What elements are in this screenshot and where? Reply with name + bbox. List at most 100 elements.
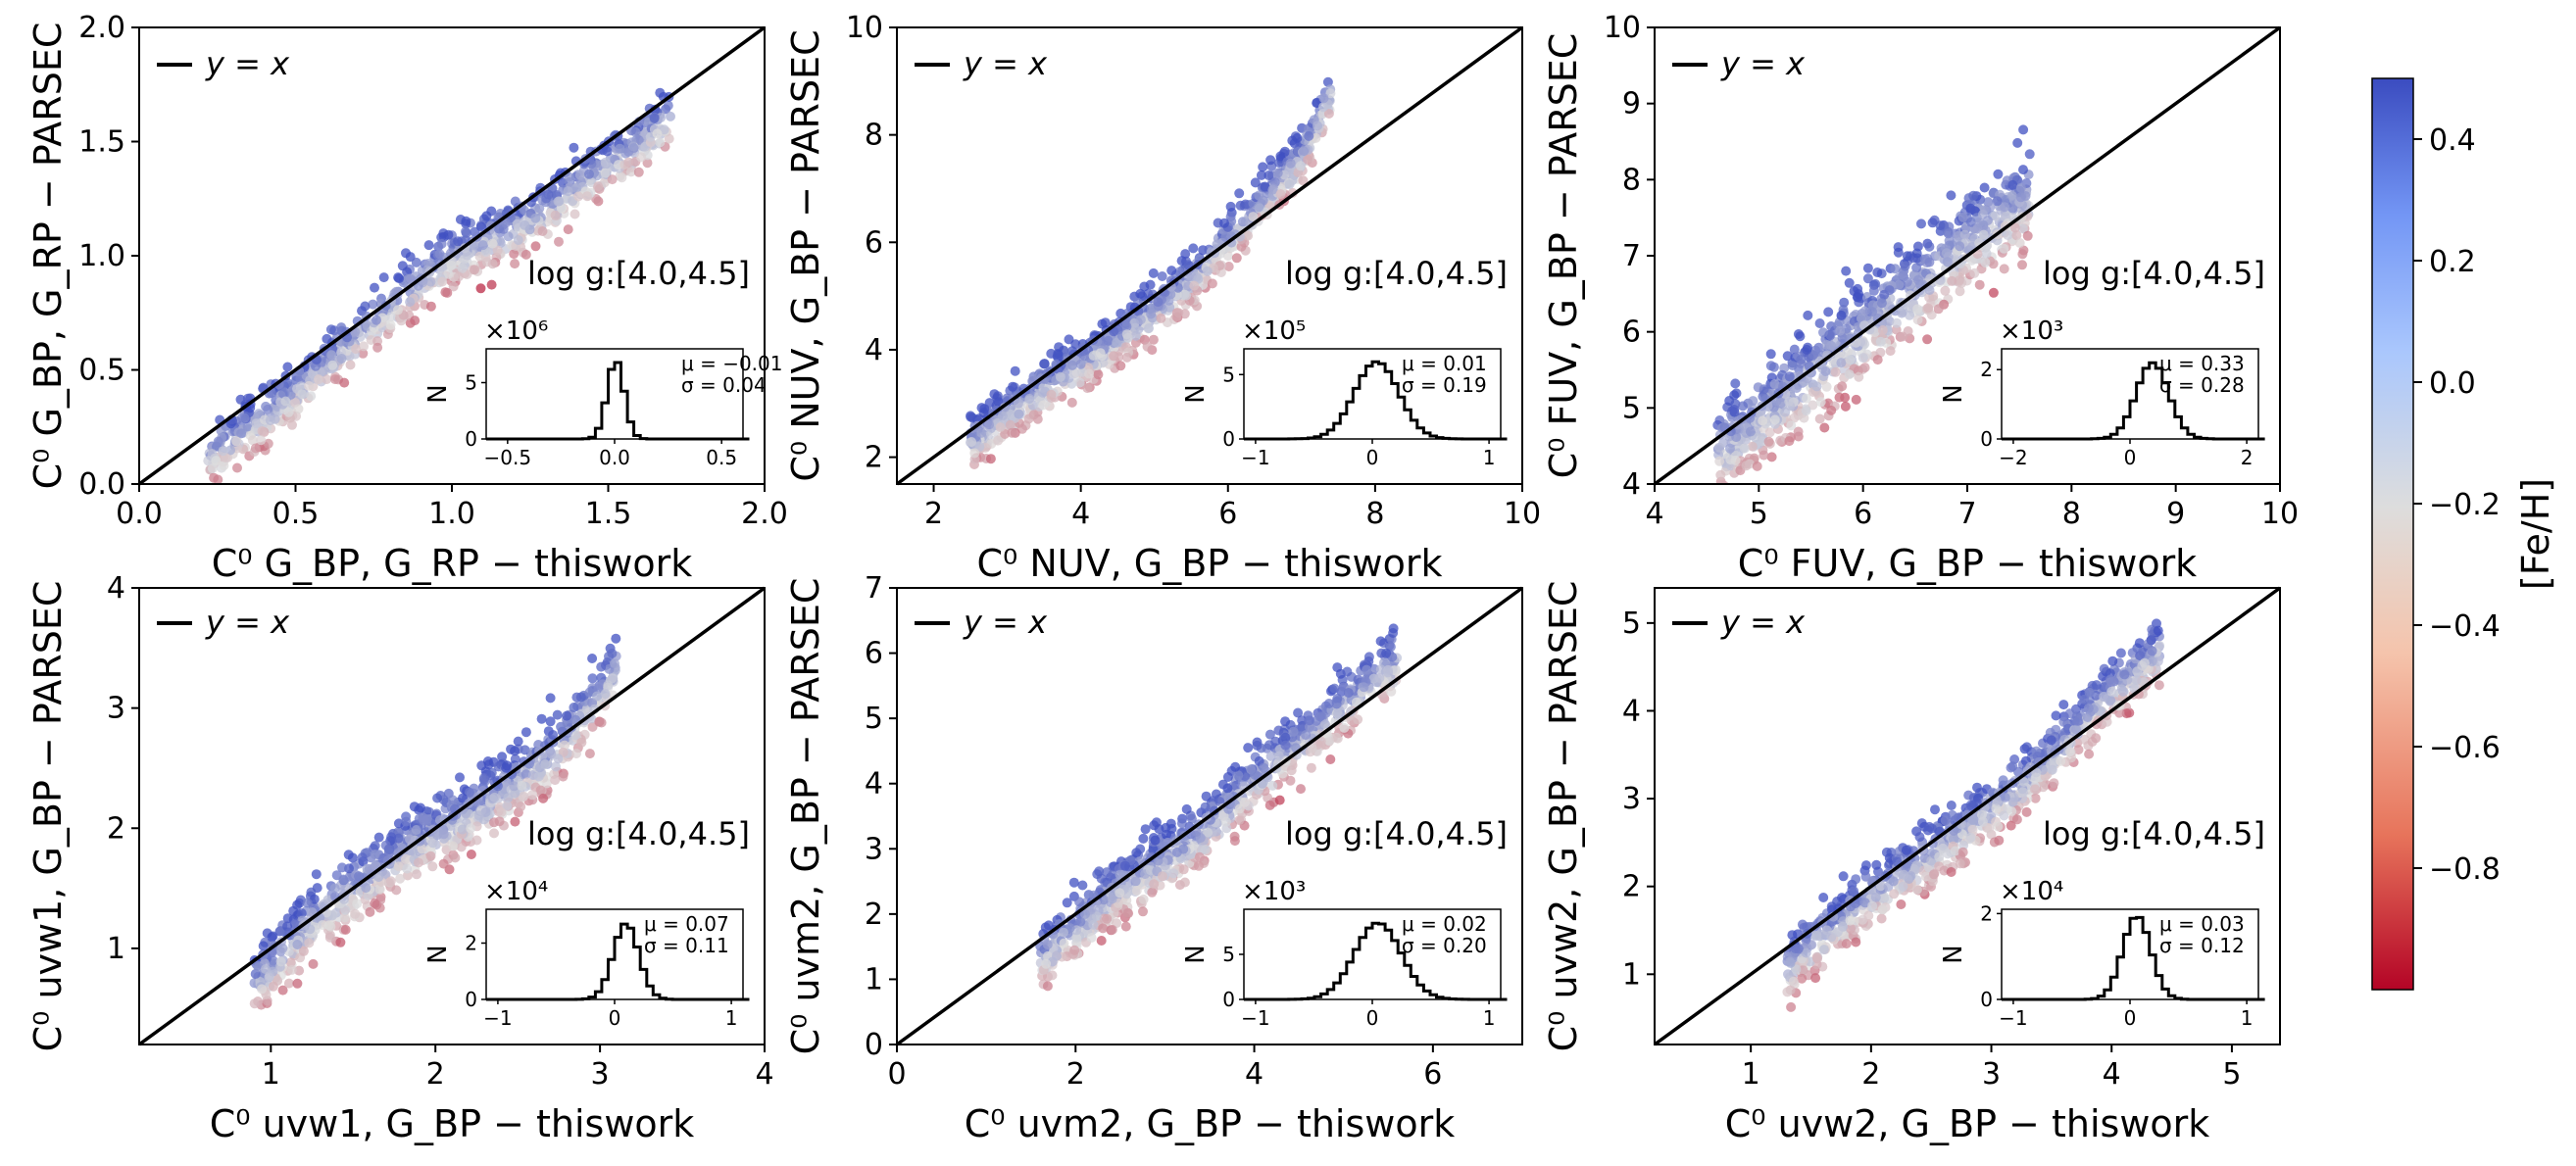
data-point [1138,833,1149,844]
data-point [1841,266,1852,276]
data-point [1714,456,1725,466]
data-point [357,852,368,863]
data-point [1203,827,1214,838]
data-point [268,981,278,992]
data-point [1098,923,1109,934]
data-point [329,374,340,385]
data-point [438,858,449,869]
data-point [2014,238,2025,248]
x-tick-label: 6 [1854,497,1872,531]
data-point [447,795,458,805]
x-tick-label: 0.5 [272,497,320,531]
x-tick-label: 3 [591,1057,610,1092]
inset-y-tick-label: 0 [1222,988,1235,1011]
data-point [477,240,488,251]
data-point [1903,326,1913,336]
y-tick-label: 3 [107,692,125,726]
data-point [264,972,274,983]
data-point [293,404,304,414]
data-point [1181,803,1192,814]
data-point [496,807,507,817]
data-point [489,792,500,802]
data-point [1381,648,1392,658]
data-point [500,218,511,228]
data-point [576,737,587,748]
x-tick-label: 7 [1957,497,1976,531]
data-point [345,360,356,370]
data-point [1905,310,1915,320]
data-point [1900,261,1910,271]
data-point [1765,349,1776,360]
data-point [1130,337,1141,348]
data-point [626,137,637,148]
data-point [600,157,611,168]
data-point [2009,222,2020,233]
data-point [260,964,271,975]
data-point [1388,628,1399,638]
data-point [519,791,529,802]
data-point [1974,218,1985,228]
data-point [610,658,619,669]
data-point [1368,673,1379,684]
data-point [548,730,559,740]
data-point [1280,732,1291,743]
data-point [385,876,396,887]
data-point [304,380,315,391]
data-point [1280,716,1291,727]
data-point [584,749,595,759]
data-point [1782,351,1793,362]
data-point [1872,355,1883,365]
y-tick-label: 4 [865,333,883,367]
inset-x-tick-label: −0.5 [484,446,532,469]
data-point [1252,740,1263,751]
data-point [470,265,479,275]
data-point [410,316,421,326]
data-point [1005,409,1016,419]
data-point [1796,355,1807,364]
data-point [211,456,222,466]
x-tick-label: 0 [887,1057,906,1092]
data-point [1811,381,1822,392]
y-tick-label: 0 [865,1028,883,1062]
data-point [2115,648,2126,658]
data-point [466,850,476,859]
data-point [537,226,548,236]
data-point [1729,405,1740,414]
data-point [1753,382,1763,393]
data-point [1314,711,1325,722]
data-point [593,181,604,192]
x-tick-label: 2 [1066,1057,1085,1092]
data-point [1716,479,1727,484]
data-point [1826,405,1837,415]
data-point [461,216,471,226]
data-point [1331,732,1342,743]
data-point [1157,871,1167,882]
data-point [1922,334,1933,345]
data-point [278,388,288,399]
x-tick-label: 1 [262,1057,280,1092]
data-point [1077,880,1088,891]
y-tick-label: 6 [865,225,883,260]
data-point [1729,390,1740,401]
data-point [570,730,581,741]
data-point [411,825,421,835]
data-point [1080,909,1090,919]
data-point [1851,394,1861,405]
data-point [1096,936,1107,946]
data-point [1840,401,1851,412]
data-point [1146,309,1157,319]
x-tick-label: 10 [1504,497,1541,531]
data-point [286,964,297,975]
data-point [457,263,468,273]
identity-line [137,25,767,486]
data-point [1222,772,1233,782]
data-point [1100,317,1111,328]
data-point [1086,933,1097,943]
data-point [282,362,293,372]
data-point [448,841,459,851]
data-point [1066,397,1077,408]
data-point [655,137,666,148]
data-point [265,415,275,425]
